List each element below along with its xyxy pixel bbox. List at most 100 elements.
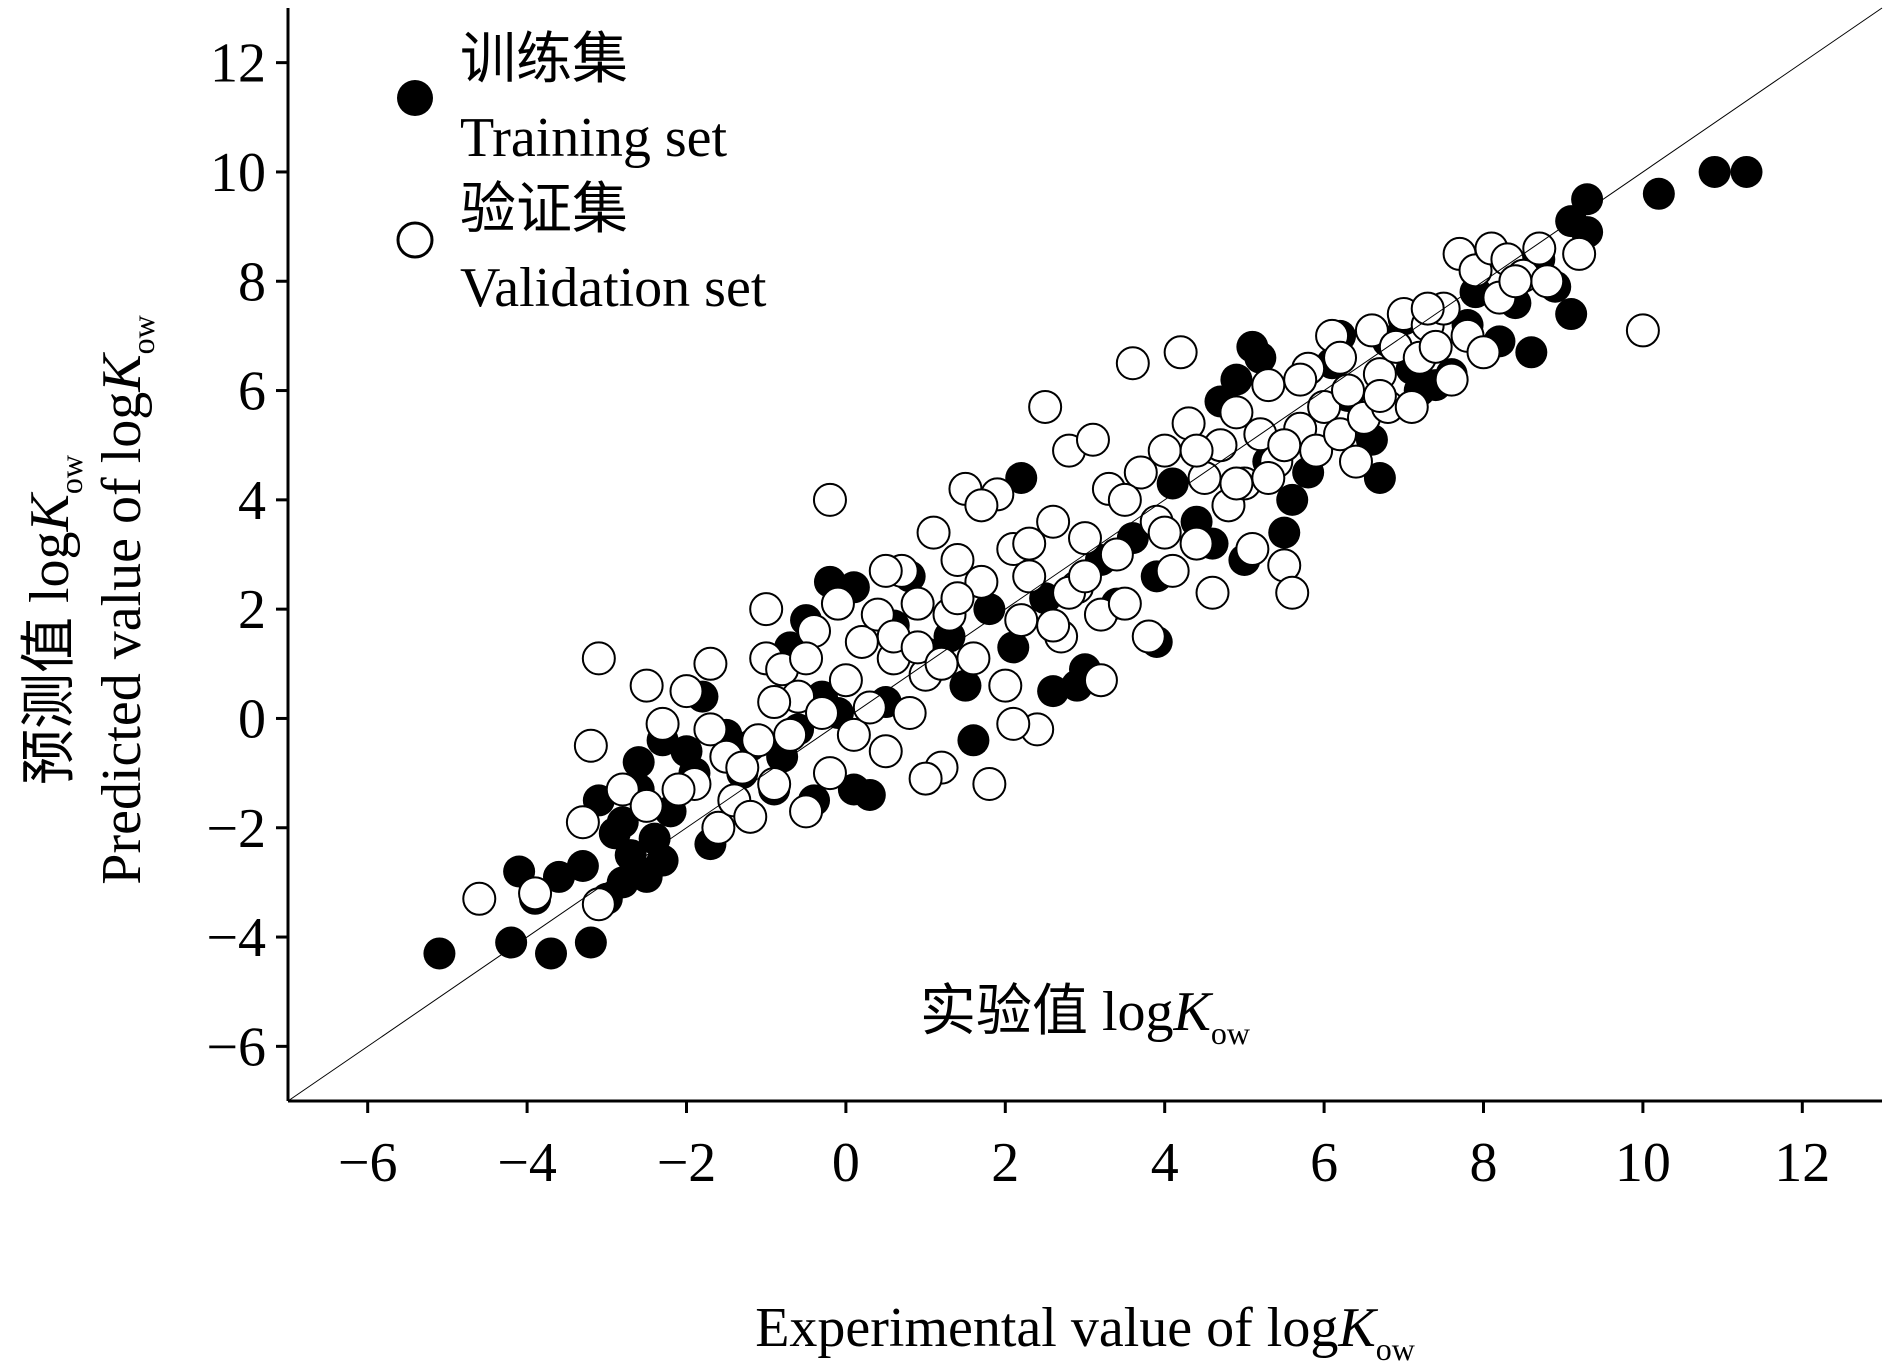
validation-point: [828, 663, 863, 698]
training-point: [957, 724, 990, 757]
validation-point: [581, 887, 616, 922]
legend-validation-marker: [396, 221, 434, 259]
validation-point: [581, 641, 616, 676]
training-point: [1268, 516, 1301, 549]
validation-point: [1434, 362, 1469, 397]
validation-point: [940, 581, 975, 616]
validation-point: [1131, 619, 1166, 654]
training-point: [1642, 177, 1675, 210]
x-axis-ticks: −6 −4 −2 0 2 4 6 8 10 12: [338, 1101, 1830, 1194]
x-tick-label: −6: [338, 1132, 398, 1194]
validation-point: [892, 695, 927, 730]
x-axis-label-sub: ow: [1211, 1015, 1250, 1051]
y-axis-ticks: −6 −4 −2 0 2 4 6 8 10 12: [206, 33, 288, 1078]
validation-point: [789, 641, 824, 676]
training-point: [1515, 336, 1548, 369]
legend-validation-label-en: Validation set: [460, 257, 767, 319]
x-tick-label: 4: [1151, 1132, 1179, 1194]
y-tick-label: −2: [206, 798, 266, 860]
validation-point: [996, 706, 1031, 741]
validation-point: [1394, 389, 1429, 424]
validation-point: [669, 674, 704, 709]
x-axis-label-en-k: K: [1337, 1297, 1378, 1359]
training-point: [997, 631, 1030, 664]
training-point: [1363, 461, 1396, 494]
training-point: [574, 926, 607, 959]
x-tick-label: 12: [1774, 1132, 1830, 1194]
training-point: [1571, 183, 1604, 216]
y-axis-label-en-sub: ow: [125, 315, 161, 354]
training-point: [949, 669, 982, 702]
x-axis-label: 实验值 logKow Experimental value of logKow: [755, 981, 1415, 1367]
validation-point: [868, 553, 903, 588]
validation-point: [1075, 422, 1110, 457]
training-point: [1730, 155, 1763, 188]
validation-point: [701, 810, 736, 845]
y-axis-label: 预测值 logKow Predicted value of logKow: [19, 315, 161, 884]
validation-point: [1068, 521, 1102, 556]
training-point: [566, 850, 599, 883]
validation-point: [852, 690, 887, 725]
validation-point: [518, 876, 553, 911]
validation-point: [1251, 368, 1286, 403]
validation-point: [1147, 515, 1182, 550]
x-tick-label: −4: [497, 1132, 557, 1194]
validation-point: [693, 712, 728, 747]
validation-point: [1418, 329, 1453, 364]
legend-training-marker: [397, 80, 433, 116]
x-axis-label-k: K: [1173, 981, 1214, 1043]
validation-point: [573, 728, 608, 763]
training-point: [646, 844, 679, 877]
y-tick-label: −4: [206, 907, 266, 969]
validation-point: [773, 717, 808, 752]
validation-point: [1004, 603, 1039, 638]
validation-point: [1522, 231, 1557, 266]
validation-point: [1354, 313, 1389, 348]
validation-point: [1068, 559, 1102, 594]
x-tick-label: 2: [991, 1132, 1019, 1194]
x-axis-label-en: Experimental value of log: [755, 1297, 1338, 1359]
x-tick-label: 6: [1310, 1132, 1338, 1194]
validation-point: [1323, 417, 1358, 452]
validation-point: [1338, 444, 1373, 479]
validation-point: [812, 482, 847, 517]
x-tick-label: 0: [832, 1132, 860, 1194]
validation-point: [1036, 608, 1071, 643]
y-axis-label-k: K: [19, 491, 81, 532]
x-tick-label: 8: [1470, 1132, 1498, 1194]
validation-point: [908, 761, 943, 796]
training-point: [1555, 298, 1588, 331]
validation-set-points: [462, 231, 1660, 922]
reference-line: [287, 7, 1883, 1102]
y-tick-label: 12: [210, 33, 266, 95]
validation-point: [820, 586, 855, 621]
training-point: [1276, 483, 1309, 516]
validation-point: [1562, 236, 1597, 271]
validation-point: [757, 767, 792, 802]
validation-point: [605, 772, 640, 807]
validation-point: [900, 630, 935, 665]
legend-validation-label-cn: 验证集: [460, 179, 628, 241]
training-point: [495, 926, 528, 959]
validation-point: [1283, 362, 1318, 397]
validation-point: [1179, 526, 1214, 561]
validation-point: [1466, 335, 1501, 370]
svg-text:实验值 logKow: 实验值 logKow: [920, 981, 1250, 1051]
training-point: [853, 778, 886, 811]
training-point: [542, 860, 575, 893]
legend: 训练集 Training set 验证集 Validation set: [396, 29, 767, 319]
y-tick-label: 0: [238, 688, 266, 750]
validation-point: [1147, 433, 1182, 468]
y-axis-label-sub: ow: [53, 455, 89, 494]
validation-point: [661, 772, 696, 807]
y-tick-label: −6: [206, 1016, 266, 1078]
validation-point: [940, 542, 975, 577]
validation-point: [749, 592, 784, 627]
validation-point: [1219, 466, 1254, 501]
validation-point: [1625, 313, 1660, 348]
svg-text:预测值 logKow: 预测值 logKow: [19, 455, 89, 785]
training-point: [1156, 467, 1189, 500]
validation-point: [789, 794, 824, 829]
validation-point: [1362, 379, 1397, 414]
